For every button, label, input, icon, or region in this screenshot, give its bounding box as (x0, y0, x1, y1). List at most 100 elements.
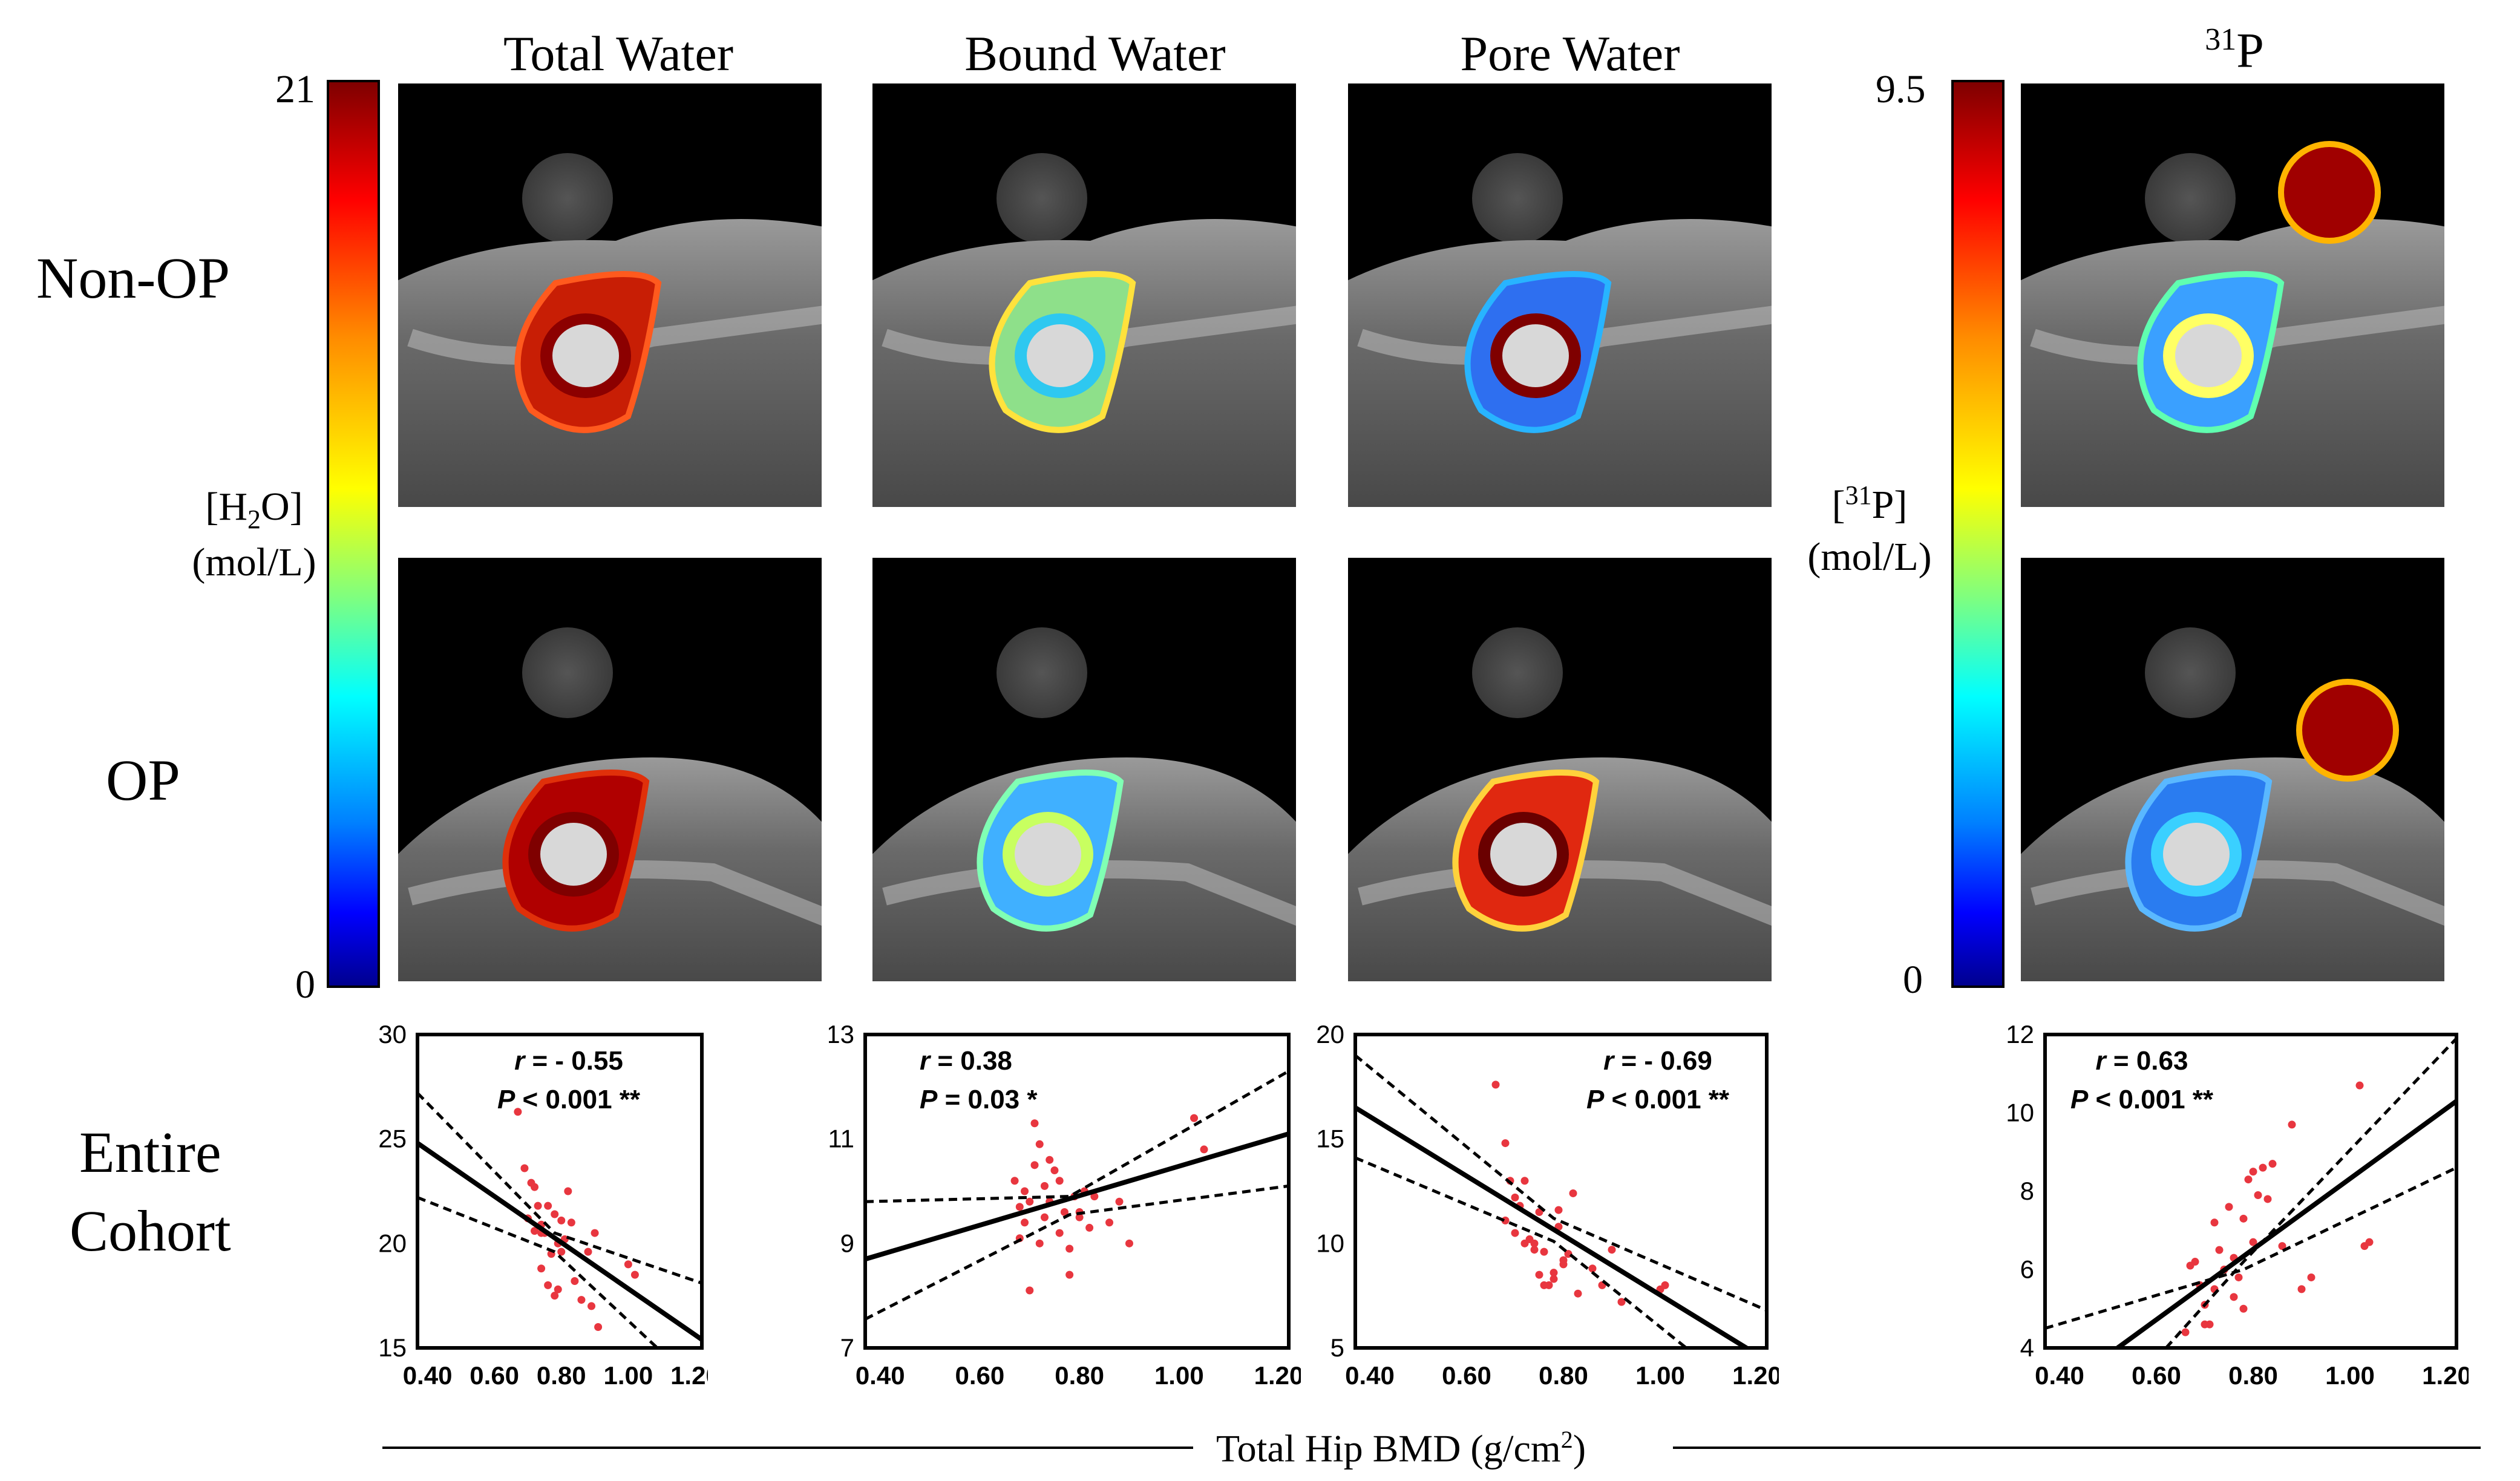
y-tick-label: 10 (2006, 1099, 2034, 1127)
data-point (1540, 1247, 1548, 1256)
data-point (531, 1227, 539, 1235)
y-tick-label: 4 (2020, 1333, 2034, 1362)
data-point (2230, 1293, 2238, 1301)
data-point (1026, 1286, 1034, 1295)
reference-phantom (2145, 627, 2236, 718)
y-tick-label: 7 (840, 1333, 854, 1362)
data-point (1050, 1166, 1059, 1174)
phosphorus-reference-phantom (2278, 141, 2381, 244)
data-point (624, 1260, 632, 1269)
phosphorus-colorbar-species: [31P] (1788, 478, 1951, 531)
mri-panel-op-31p (2021, 558, 2444, 981)
data-point (1085, 1223, 1094, 1232)
mri-panel-op-bound-water (872, 558, 1296, 981)
y-tick-label: 10 (1316, 1229, 1344, 1257)
x-axis-label-end: ) (1573, 1427, 1586, 1470)
plot-frame (416, 1033, 704, 1350)
reference-phantom (997, 627, 1087, 718)
water-colorbar-label: [H2O] (mol/L) (175, 481, 333, 589)
marrow-cavity (1502, 324, 1569, 387)
data-point (1190, 1114, 1199, 1122)
x-tick-label: 0.80 (2228, 1361, 2278, 1390)
data-point (1588, 1264, 1597, 1273)
data-point (531, 1183, 539, 1191)
water-colorbar (327, 80, 380, 988)
data-point (520, 1164, 529, 1172)
x-tick-label: 1.20 (1254, 1361, 1301, 1390)
data-point (1550, 1269, 1558, 1277)
data-point (2288, 1120, 2296, 1129)
water-colorbar-species: [H2O] (175, 481, 333, 537)
x-tick-label: 0.40 (403, 1361, 453, 1390)
data-point (591, 1229, 599, 1237)
x-tick-label: 1.00 (1154, 1361, 1204, 1390)
data-point (2355, 1081, 2364, 1090)
data-point (1040, 1213, 1049, 1221)
reference-phantom (2145, 153, 2236, 244)
data-point (1491, 1081, 1500, 1089)
data-point (2249, 1238, 2257, 1246)
phosphorus-reference-phantom (2296, 679, 2399, 782)
x-tick-label: 0.60 (955, 1361, 1005, 1390)
data-point (564, 1187, 572, 1195)
data-point (2297, 1285, 2306, 1293)
p-value-annotation: P = 0.03 * (920, 1085, 1038, 1114)
confidence-band-lower (417, 1196, 659, 1348)
data-point (1030, 1161, 1039, 1169)
column-title-bound-water: Bound Water (964, 26, 1226, 81)
confidence-band-upper (417, 1091, 702, 1285)
regression-line (417, 1141, 702, 1342)
y-tick-label: 8 (2020, 1177, 2034, 1205)
row-label-cohort: Cohort (70, 1198, 231, 1263)
y-tick-label: 25 (378, 1125, 407, 1153)
y-tick-label: 11 (829, 1125, 854, 1153)
phosphorus-colorbar-label: [31P] (mol/L) (1788, 478, 1951, 583)
data-point (554, 1285, 562, 1293)
x-tick-label: 1.00 (2325, 1361, 2375, 1390)
phosphorus-colorbar-max: 9.5 (1876, 67, 1926, 111)
marrow-cavity (1015, 823, 1081, 886)
data-point (2210, 1218, 2219, 1227)
p-value-annotation: P < 0.001 ** (497, 1085, 641, 1114)
data-point (537, 1264, 546, 1273)
x-tick-label: 0.60 (1442, 1361, 1491, 1390)
data-point (1125, 1239, 1133, 1247)
shared-x-axis-label: Total Hip BMD (g/cm2) (1216, 1428, 1586, 1468)
data-point (630, 1270, 639, 1279)
data-point (2259, 1163, 2267, 1172)
data-point (1574, 1289, 1582, 1298)
data-point (1035, 1239, 1044, 1247)
marrow-cavity (2163, 823, 2230, 886)
x-tick-label: 1.20 (2422, 1361, 2469, 1390)
p-label-part-b: P] (1871, 483, 1908, 527)
water-label-sub: 2 (247, 505, 261, 535)
marrow-cavity (1027, 324, 1093, 387)
confidence-band-upper (1355, 1054, 1767, 1312)
marrow-cavity (2175, 324, 2242, 387)
data-point (1055, 1229, 1064, 1237)
data-point (2215, 1246, 2224, 1254)
mri-panel-non-op-bound-water (872, 83, 1296, 507)
data-point (567, 1218, 575, 1227)
reference-phantom (522, 627, 613, 718)
y-tick-label: 20 (378, 1229, 407, 1257)
water-label-part-b: O] (261, 485, 303, 529)
y-tick-label: 15 (378, 1333, 407, 1362)
data-point (2249, 1168, 2257, 1176)
reference-phantom (1472, 153, 1563, 244)
column-title-total-water: Total Water (503, 26, 734, 81)
data-point (1021, 1187, 1029, 1195)
data-point (1026, 1197, 1034, 1206)
phosphorus-colorbar (1951, 80, 2005, 988)
data-point (1550, 1275, 1558, 1283)
data-point (2244, 1175, 2253, 1184)
mri-panel-non-op-total-water (398, 83, 822, 507)
data-point (2268, 1160, 2277, 1168)
data-point (1035, 1140, 1044, 1148)
x-tick-label: 0.80 (1055, 1361, 1104, 1390)
data-point (1200, 1145, 1208, 1154)
x-tick-label: 0.40 (2035, 1361, 2084, 1390)
data-point (1046, 1156, 1054, 1164)
correlation-r-annotation: r = - 0.69 (1603, 1046, 1712, 1076)
data-point (1055, 1177, 1064, 1185)
